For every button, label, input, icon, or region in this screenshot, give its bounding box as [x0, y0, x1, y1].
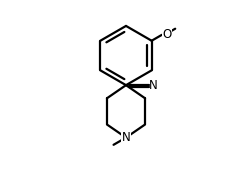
- Text: N: N: [122, 131, 130, 144]
- Text: N: N: [149, 79, 158, 93]
- Text: O: O: [162, 28, 172, 41]
